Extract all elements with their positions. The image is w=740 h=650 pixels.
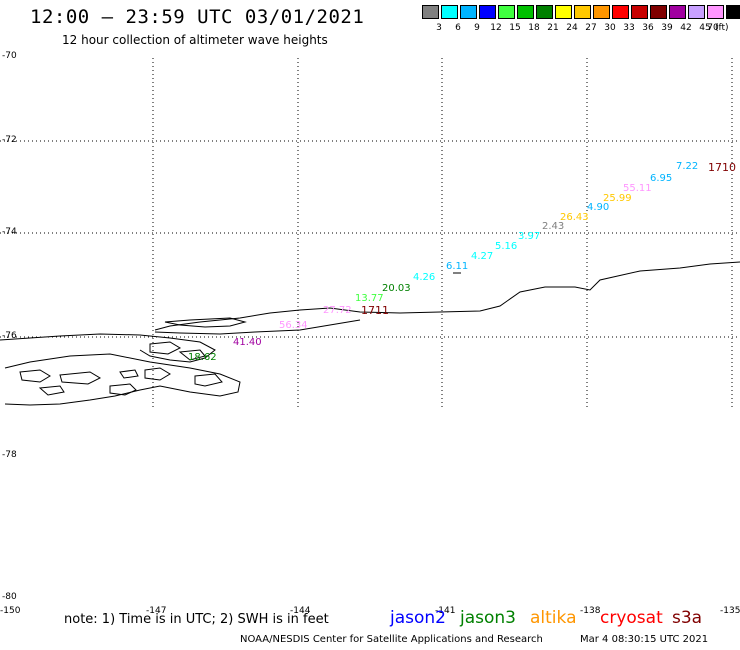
colorbar-label: 36	[642, 23, 654, 33]
colorbar-swatch	[726, 5, 740, 19]
longitude-label: -135	[720, 606, 740, 616]
wave-height-label: 55.11	[623, 183, 652, 194]
credit-timestamp: Mar 4 08:30:15 UTC 2021	[580, 634, 709, 645]
colorbar-swatch	[707, 5, 724, 19]
wave-height-label: 4.27	[471, 251, 494, 262]
wave-height-label: 56.34	[279, 320, 308, 331]
latitude-label: -74	[2, 227, 17, 237]
colorbar-swatch	[536, 5, 553, 19]
island-path	[178, 349, 206, 361]
wave-height-label: 4.26	[413, 272, 436, 283]
colorbar-label: 15	[509, 23, 521, 33]
map-subtitle: 12 hour collection of altimeter wave hei…	[62, 33, 328, 47]
colorbar-swatch	[631, 5, 648, 19]
colorbar-swatch	[422, 5, 439, 19]
colorbar-label: 24	[566, 23, 578, 33]
colorbar-label: 6	[455, 23, 461, 33]
colorbar-swatch	[688, 5, 705, 19]
colorbar-swatch	[669, 5, 686, 19]
wave-height-label: 5.16	[495, 241, 518, 252]
wave-height-label: 41.40	[233, 337, 262, 348]
colorbar-swatch	[593, 5, 610, 19]
island-path	[149, 341, 182, 355]
colorbar-label: 27	[585, 23, 597, 33]
colorbar-label: 12	[490, 23, 502, 33]
wave-height-label: 4.90	[587, 202, 610, 213]
island-path	[38, 385, 65, 396]
coastline-path	[154, 319, 361, 335]
wave-height-label: 2.43	[542, 221, 565, 232]
colorbar-label: 21	[547, 23, 559, 33]
latitude-label: -76	[2, 331, 17, 341]
wave-height-label: 27.72	[323, 305, 352, 316]
longitude-label: -144	[290, 606, 311, 616]
satellite-legend-altika: altika	[530, 608, 577, 628]
colorbar-swatch	[574, 5, 591, 19]
colorbar-label: 42	[680, 23, 692, 33]
coastline	[0, 261, 740, 406]
longitude-label: -138	[580, 606, 601, 616]
satellite-legend-jason2: jason2	[390, 608, 446, 628]
colorbar-label: 33	[623, 23, 635, 33]
grid-lines	[0, 58, 740, 408]
colorbar-swatch	[555, 5, 572, 19]
satellite-legend-cryosat: cryosat	[600, 608, 663, 628]
map-title: 12:00 – 23:59 UTC 03/01/2021	[30, 6, 365, 28]
island-path	[194, 373, 223, 387]
colorbar-swatch	[650, 5, 667, 19]
wave-height-label: 20.03	[382, 283, 411, 294]
island-path	[109, 383, 137, 396]
longitude-label: -141	[435, 606, 456, 616]
colorbar-swatch	[479, 5, 496, 19]
coastline-path	[0, 333, 216, 363]
colorbar-label: 9	[474, 23, 480, 33]
coastline-path	[164, 317, 247, 328]
wave-height-label: 6.11	[446, 261, 469, 272]
island-path	[19, 369, 51, 383]
latitude-label: -70	[2, 51, 17, 61]
colorbar-label: 3	[436, 23, 442, 33]
longitude-label: -147	[146, 606, 167, 616]
wave-height-label: 7.22	[676, 161, 699, 172]
colorbar-label: 18	[528, 23, 540, 33]
footer-note: note: 1) Time is in UTC; 2) SWH is in fe…	[64, 612, 329, 627]
coastline-path	[154, 261, 740, 331]
colorbar-swatch	[498, 5, 515, 19]
wave-height-label: 6.95	[650, 173, 673, 184]
latitude-label: -80	[2, 592, 17, 602]
colorbar-label: 45	[699, 23, 711, 33]
colorbar-swatch	[517, 5, 534, 19]
island-path	[59, 371, 102, 385]
credit-line: NOAA/NESDIS Center for Satellite Applica…	[240, 634, 543, 645]
island-path	[144, 367, 171, 381]
longitude-label: -150	[0, 606, 21, 616]
colorbar-swatch	[460, 5, 477, 19]
island-path	[119, 369, 139, 379]
latitude-label: -78	[2, 450, 17, 460]
latitude-label: -72	[2, 135, 17, 145]
wave-height-label: 26.43	[560, 212, 589, 223]
colorbar-label: 30	[604, 23, 616, 33]
wave-height-label: 1710	[708, 161, 736, 174]
coastline-path	[4, 353, 241, 406]
satellite-legend-jason3: jason3	[460, 608, 516, 628]
wave-height-label: 1711	[361, 304, 389, 317]
wave-height-label: 13.77	[355, 293, 384, 304]
wave-height-label: 18.62	[188, 352, 217, 363]
colorbar-unit: (ft)	[715, 23, 729, 33]
satellite-legend-s3a: s3a	[672, 608, 703, 628]
colorbar-label: 70	[707, 23, 719, 33]
colorbar-swatch	[612, 5, 629, 19]
colorbar-swatch	[441, 5, 458, 19]
wave-height-label: 25.99	[603, 193, 632, 204]
colorbar-label: 39	[661, 23, 673, 33]
wave-height-label: 3.97	[518, 231, 541, 242]
